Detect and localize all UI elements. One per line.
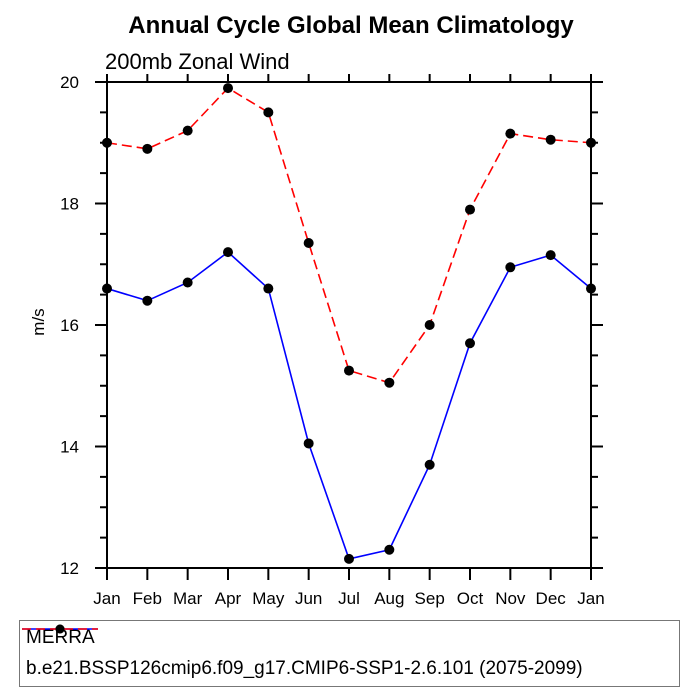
chart-title: Annual Cycle Global Mean Climatology: [128, 12, 574, 39]
data-point-series-1: [465, 204, 475, 215]
data-point-series-1: [344, 365, 354, 376]
y-tick-label: 18: [60, 195, 79, 214]
y-axis-label: m/s: [29, 308, 48, 335]
legend-box: MERRA b.e21.BSSP126cmip6.f09_g17.CMIP6-S…: [19, 620, 680, 687]
legend-marker-model: [55, 624, 65, 634]
series-line-1: [106, 87, 592, 384]
data-point-series-0: [263, 283, 274, 294]
y-tick-label: 12: [60, 559, 79, 578]
x-tick-label: Jan: [577, 589, 604, 608]
x-tick-label: Mar: [173, 589, 203, 608]
data-point-series-1: [505, 128, 516, 139]
data-point-series-1: [424, 320, 435, 330]
data-point-series-0: [586, 283, 596, 294]
data-point-series-1: [263, 107, 274, 118]
data-point-series-1: [384, 377, 395, 388]
legend-label-merra: MERRA: [26, 627, 95, 648]
data-point-series-1: [586, 137, 596, 148]
x-tick-label: Jun: [295, 589, 322, 608]
x-tick-label: Jan: [93, 589, 120, 608]
model-line-swatch: [22, 624, 98, 634]
legend-item-model: b.e21.BSSP126cmip6.f09_g17.CMIP6-SSP1-2.…: [22, 624, 679, 683]
plot-frame: [106, 81, 592, 569]
data-point-series-0: [465, 338, 475, 349]
data-point-series-1: [545, 134, 556, 145]
data-point-series-1: [102, 137, 112, 148]
y-tick-label: 20: [60, 73, 79, 92]
x-tick-label: May: [252, 589, 285, 608]
data-point-series-0: [223, 247, 233, 258]
data-point-series-0: [182, 277, 193, 288]
x-tick-label: Sep: [415, 589, 445, 608]
data-point-series-0: [505, 262, 516, 273]
data-point-series-0: [344, 553, 354, 564]
y-tick-label: 16: [60, 316, 79, 335]
data-point-series-1: [142, 143, 153, 154]
data-point-series-0: [303, 438, 314, 449]
data-point-series-0: [102, 283, 112, 294]
data-point-series-0: [424, 459, 435, 470]
x-tick-label: Feb: [133, 589, 162, 608]
x-tick-label: Dec: [536, 589, 567, 608]
y-tick-label: 14: [60, 438, 79, 457]
series-line-0: [106, 251, 592, 560]
data-point-series-0: [545, 250, 556, 261]
x-tick-label: Jul: [338, 589, 360, 608]
data-point-series-0: [142, 295, 153, 306]
data-point-series-1: [223, 83, 233, 94]
data-point-series-0: [384, 544, 395, 555]
x-tick-label: Nov: [495, 589, 526, 608]
chart-subtitle: 200mb Zonal Wind: [105, 49, 290, 74]
x-tick-label: Aug: [374, 589, 404, 608]
legend-label-model: b.e21.BSSP126cmip6.f09_g17.CMIP6-SSP1-2.…: [26, 658, 583, 679]
legend-item-merra: MERRA: [22, 624, 679, 652]
data-point-series-1: [182, 125, 193, 136]
axis-ticks: 12 14 16 18 20 Jan Feb Mar Apr May Jun Jul Aug Sep Oct…: [60, 73, 605, 608]
x-tick-label: Apr: [215, 589, 242, 608]
x-tick-label: Oct: [457, 589, 484, 608]
data-point-series-1: [303, 237, 314, 248]
